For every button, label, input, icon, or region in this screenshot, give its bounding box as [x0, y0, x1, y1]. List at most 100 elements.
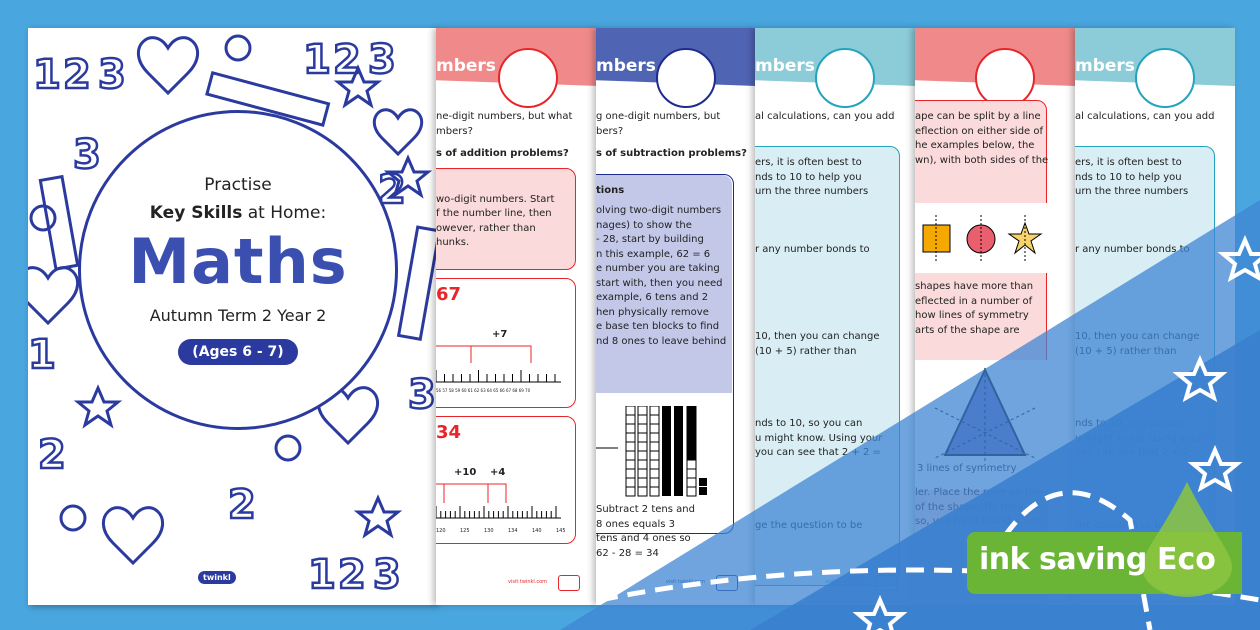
star-icons — [852, 234, 1260, 630]
svg-text:2: 2 — [38, 432, 66, 478]
jump-label: +4 — [490, 467, 506, 478]
svg-text:2: 2 — [338, 552, 366, 598]
text-line: example, 6 tens and 2 — [596, 292, 709, 303]
text-line: r any number bonds to — [755, 244, 870, 255]
text-line: nages) to show the — [596, 219, 692, 231]
ink-saving-badge: ink saving Eco — [967, 482, 1242, 597]
text-line: mbers? — [436, 125, 473, 137]
example-answer: 34 — [436, 422, 462, 443]
drop-icon — [1142, 482, 1232, 597]
svg-text:3: 3 — [373, 552, 401, 598]
method-box — [436, 168, 576, 270]
jump-label: +7 — [492, 329, 508, 340]
text-line: tens and 4 ones so — [596, 533, 691, 544]
header-circle — [498, 48, 558, 108]
at-home: at Home: — [242, 203, 327, 223]
tick-label: 145 — [556, 528, 566, 534]
text-line: urn the three numbers — [755, 186, 869, 197]
sheet-title: mbers — [596, 56, 656, 76]
text-line: g one-digit numbers, but — [596, 111, 721, 122]
svg-text:3: 3 — [408, 372, 436, 418]
svg-text:2: 2 — [333, 37, 361, 83]
text-line: ers, it is often best to — [1075, 157, 1182, 168]
text-line: ape can be split by a line — [915, 111, 1041, 122]
text-line: hen physically remove — [596, 306, 709, 318]
svg-text:3: 3 — [73, 132, 101, 178]
tick-label: 140 — [532, 528, 542, 534]
svg-text:1: 1 — [303, 37, 331, 83]
tick-labels: 56 57 58 59 60 61 62 63 64 65 66 67 68 6… — [436, 388, 531, 393]
text-line: bers? — [596, 125, 624, 137]
text-line: start with, then you need — [596, 277, 723, 289]
text-line: how lines of symmetry — [915, 310, 1029, 321]
sheet-title: mbers — [755, 56, 815, 76]
text-line: nds to 10 to help you — [755, 171, 862, 183]
svg-text:1: 1 — [33, 52, 61, 98]
text-line: nd 8 ones to leave behind — [596, 335, 727, 347]
cover-title: Maths — [128, 225, 348, 298]
box-fill — [596, 175, 732, 393]
eco-label: Eco — [1157, 542, 1216, 577]
number-line — [436, 483, 561, 519]
header-circle — [975, 48, 1035, 108]
cover-title-circle: Practise Key Skills at Home: Maths Autum… — [78, 110, 398, 430]
cover-practise: Practise — [204, 175, 272, 195]
tick-label: 134 — [508, 528, 518, 534]
key-skills: Key Skills — [149, 203, 243, 223]
text-line: eflection on either side of — [915, 125, 1044, 137]
text-line: nds to 10 to help you — [1075, 171, 1182, 183]
text-line: e number you are taking — [596, 263, 720, 274]
text-line: - 28, start by building — [596, 234, 704, 245]
worksheet-page: mbers ne-digit numbers, but what mbers? s … — [436, 28, 598, 605]
tick-label: 120 — [436, 528, 446, 534]
svg-text:1: 1 — [308, 552, 336, 598]
text-line: nds to 10, so you can — [755, 418, 863, 429]
text-line: urn the three numbers — [1075, 186, 1189, 197]
header-circle — [815, 48, 875, 108]
text-line: eflected in a number of — [915, 295, 1033, 307]
symmetry-shapes — [915, 203, 1060, 273]
question: s of addition problems? — [436, 148, 569, 159]
footer-link[interactable]: visit twinkl.com — [508, 579, 548, 585]
text-line: ers, it is often best to — [755, 157, 862, 168]
text-line: Subtract 2 tens and — [596, 504, 695, 515]
method-box — [596, 174, 734, 534]
example-box — [436, 278, 576, 408]
header-circle — [656, 48, 716, 108]
twinkl-logo: twinkl — [198, 571, 236, 584]
sheet-title: mbers — [1075, 56, 1135, 76]
svg-text:3: 3 — [368, 37, 396, 83]
box-heading: tions — [596, 185, 625, 196]
header-circle — [1135, 48, 1195, 108]
cover-term: Autumn Term 2 Year 2 — [149, 306, 327, 325]
text-line: al calculations, can you add — [755, 111, 895, 122]
ages-badge: (Ages 6 - 7) — [178, 339, 298, 365]
worksheet-page: mbers g one-digit numbers, but bers? s of … — [596, 28, 756, 605]
text-line: 8 ones equals 3 — [596, 518, 676, 530]
svg-text:1: 1 — [28, 332, 56, 378]
text-line: wn), with both sides of the — [915, 154, 1049, 166]
svg-text:2: 2 — [63, 52, 91, 98]
sheet-title: mbers — [436, 56, 496, 76]
text-line: owever, rather than — [436, 222, 536, 234]
text-line: n this example, 62 = 6 — [596, 248, 711, 260]
tick-label: 130 — [484, 528, 494, 534]
cover-subtitle: Key Skills at Home: — [81, 203, 395, 223]
text-line: al calculations, can you add — [1075, 111, 1215, 122]
text-line: arts of the shape are — [915, 324, 1020, 336]
question: s of subtraction problems? — [596, 148, 747, 159]
text-line: ne-digit numbers, but what — [436, 111, 573, 122]
ink-saving-label: ink saving — [979, 542, 1147, 577]
text-line: 10, then you can change — [755, 331, 880, 342]
svg-text:3: 3 — [98, 52, 126, 98]
svg-text:2: 2 — [228, 482, 256, 528]
text-line: 62 - 28 = 34 — [596, 547, 659, 559]
jump-label: +10 — [454, 467, 477, 478]
text-line: (10 + 5) rather than — [755, 345, 857, 357]
twinkl-logo — [558, 575, 580, 591]
example-answer: 67 — [436, 284, 462, 305]
text-line: wo-digit numbers. Start — [436, 193, 555, 205]
text-line: olving two-digit numbers — [596, 205, 722, 216]
text-line: u might know. Using your — [755, 432, 883, 444]
